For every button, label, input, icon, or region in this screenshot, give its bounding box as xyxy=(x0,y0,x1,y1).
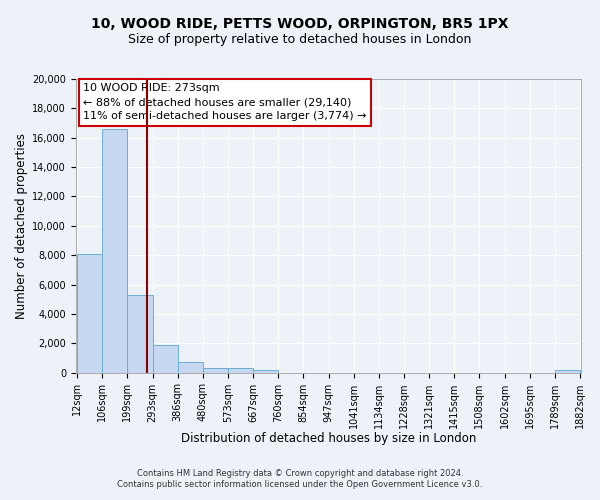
Bar xyxy=(178,362,203,372)
Text: 10, WOOD RIDE, PETTS WOOD, ORPINGTON, BR5 1PX: 10, WOOD RIDE, PETTS WOOD, ORPINGTON, BR… xyxy=(91,18,509,32)
Bar xyxy=(253,370,278,372)
Text: Contains public sector information licensed under the Open Government Licence v3: Contains public sector information licen… xyxy=(118,480,482,489)
Bar xyxy=(203,368,228,372)
Bar xyxy=(127,295,152,372)
Text: Contains HM Land Registry data © Crown copyright and database right 2024.: Contains HM Land Registry data © Crown c… xyxy=(137,468,463,477)
Bar xyxy=(152,346,178,372)
Bar xyxy=(103,129,127,372)
Y-axis label: Number of detached properties: Number of detached properties xyxy=(15,133,28,319)
Text: Size of property relative to detached houses in London: Size of property relative to detached ho… xyxy=(128,32,472,46)
Bar xyxy=(555,370,580,372)
Bar xyxy=(228,368,253,372)
X-axis label: Distribution of detached houses by size in London: Distribution of detached houses by size … xyxy=(181,432,476,445)
Text: 10 WOOD RIDE: 273sqm
← 88% of detached houses are smaller (29,140)
11% of semi-d: 10 WOOD RIDE: 273sqm ← 88% of detached h… xyxy=(83,84,367,122)
Bar xyxy=(77,254,103,372)
